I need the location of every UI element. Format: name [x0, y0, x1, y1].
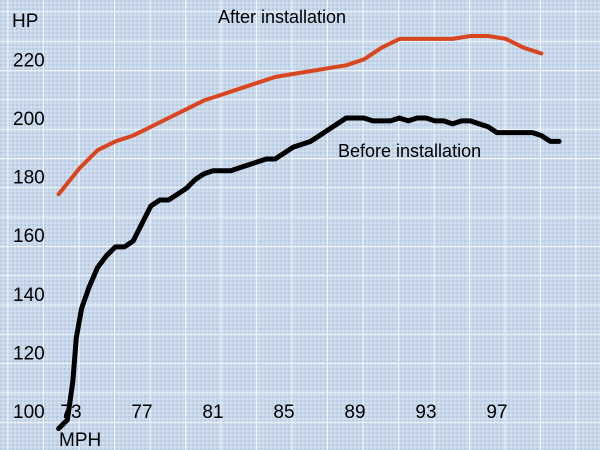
after-installation-line — [56, 34, 544, 197]
x-tick-label: 93 — [415, 402, 436, 423]
tick-labels: 100 120 140 160 180 200 220 73 77 81 85 89 93 97 — [13, 50, 508, 423]
x-tick-label: 73 — [60, 402, 81, 423]
x-tick-label: 77 — [131, 402, 152, 423]
y-tick-label: 180 — [13, 168, 45, 189]
x-tick-label: 81 — [202, 402, 223, 423]
y-axis-label: HP — [12, 11, 38, 32]
x-tick-label: 89 — [344, 402, 365, 423]
y-tick-label: 100 — [13, 402, 45, 423]
after-installation-label: After installation — [218, 7, 346, 27]
series-lines — [56, 34, 562, 432]
before-installation-line — [56, 115, 562, 432]
y-tick-label: 140 — [13, 285, 45, 306]
y-tick-label: 220 — [13, 50, 45, 71]
x-axis-label: MPH — [59, 430, 101, 450]
y-tick-label: 200 — [13, 109, 45, 130]
before-installation-label: Before installation — [338, 141, 481, 161]
x-tick-label: 85 — [273, 402, 294, 423]
y-tick-label: 120 — [13, 343, 45, 364]
x-tick-label: 97 — [486, 402, 507, 423]
y-tick-label: 160 — [13, 226, 45, 247]
